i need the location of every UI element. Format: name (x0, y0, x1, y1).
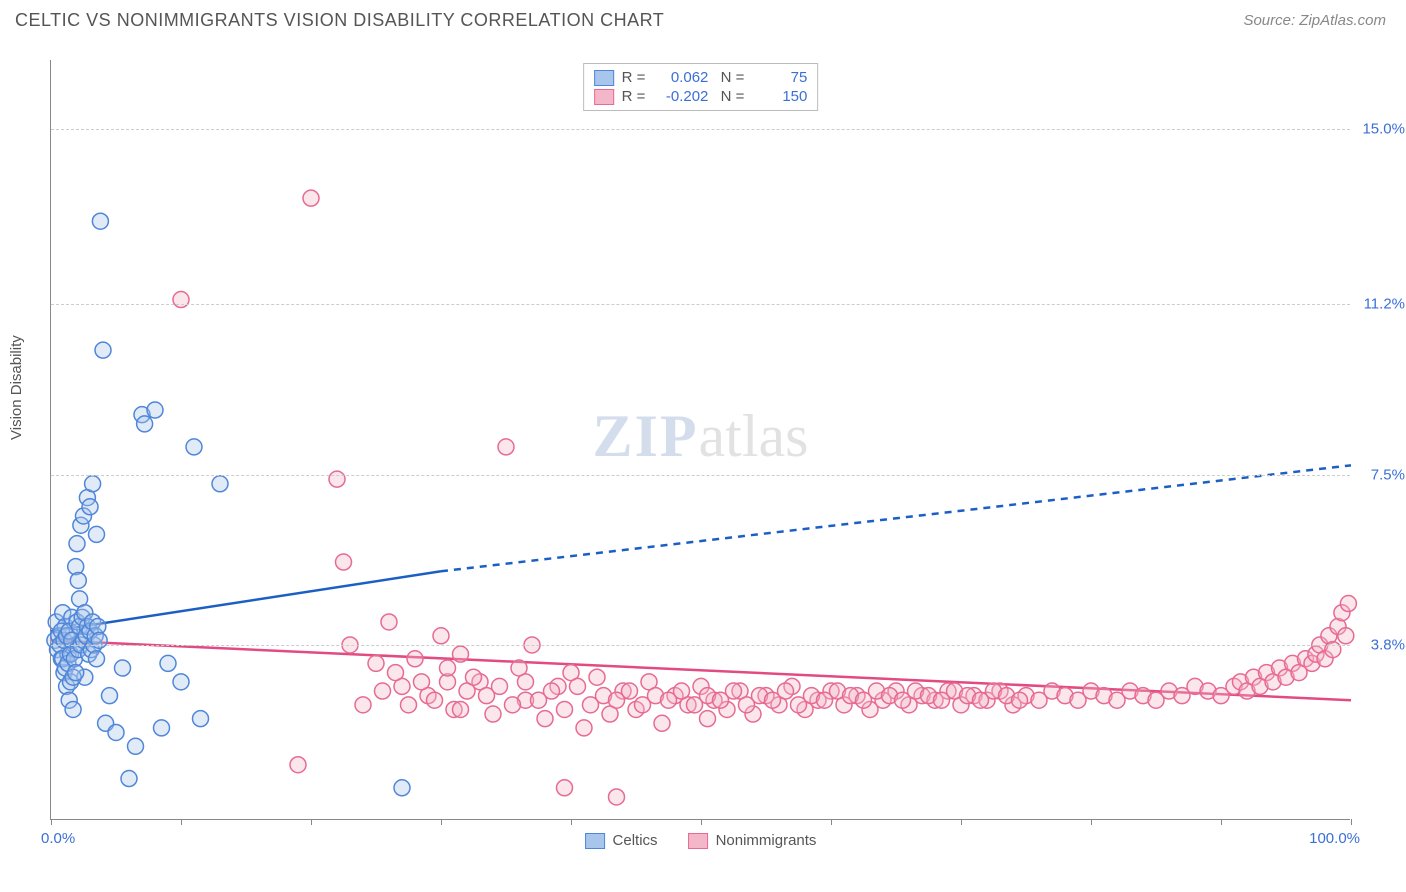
y-tick-label: 11.2% (1364, 296, 1405, 313)
x-tick (701, 819, 702, 825)
chart-svg (51, 60, 1350, 819)
x-tick (1221, 819, 1222, 825)
x-axis-min-label: 0.0% (41, 830, 75, 847)
r-value-nonimmigrants: -0.202 (653, 88, 708, 105)
stats-row-nonimmigrants: R = -0.202 N = 150 (594, 87, 808, 106)
swatch-celtics-icon (585, 833, 605, 849)
x-axis-max-label: 100.0% (1309, 830, 1360, 847)
r-label: R = (622, 88, 646, 105)
x-tick (1351, 819, 1352, 825)
x-tick (1091, 819, 1092, 825)
swatch-nonimmigrants-icon (594, 89, 614, 105)
y-tick-label: 7.5% (1371, 466, 1405, 483)
r-value-celtics: 0.062 (653, 69, 708, 86)
y-tick-label: 15.0% (1362, 121, 1405, 138)
legend-label-nonimmigrants: Nonimmigrants (716, 832, 817, 849)
r-label: R = (622, 69, 646, 86)
chart-header: CELTIC VS NONIMMIGRANTS VISION DISABILIT… (0, 0, 1406, 36)
stats-row-celtics: R = 0.062 N = 75 (594, 68, 808, 87)
n-label: N = (716, 88, 744, 105)
n-value-nonimmigrants: 150 (752, 88, 807, 105)
chart-title: CELTIC VS NONIMMIGRANTS VISION DISABILIT… (15, 10, 664, 31)
legend-label-celtics: Celtics (613, 832, 658, 849)
x-tick (831, 819, 832, 825)
x-tick (961, 819, 962, 825)
gridline (51, 129, 1350, 130)
legend-item-nonimmigrants: Nonimmigrants (688, 832, 817, 849)
x-tick (571, 819, 572, 825)
source-label: Source: ZipAtlas.com (1243, 12, 1386, 29)
x-tick (51, 819, 52, 825)
swatch-nonimmigrants-icon (688, 833, 708, 849)
n-value-celtics: 75 (752, 69, 807, 86)
plot-area: ZIPatlas R = 0.062 N = 75 R = -0.202 N =… (50, 60, 1350, 820)
swatch-celtics-icon (594, 70, 614, 86)
y-tick-label: 3.8% (1371, 636, 1405, 653)
gridline (51, 304, 1350, 305)
n-label: N = (716, 69, 744, 86)
legend-item-celtics: Celtics (585, 832, 658, 849)
x-tick (441, 819, 442, 825)
y-axis-label: Vision Disability (8, 335, 25, 440)
stats-legend: R = 0.062 N = 75 R = -0.202 N = 150 (583, 63, 819, 111)
series-legend: Celtics Nonimmigrants (585, 832, 817, 849)
gridline (51, 645, 1350, 646)
x-tick (311, 819, 312, 825)
gridline (51, 475, 1350, 476)
x-tick (181, 819, 182, 825)
